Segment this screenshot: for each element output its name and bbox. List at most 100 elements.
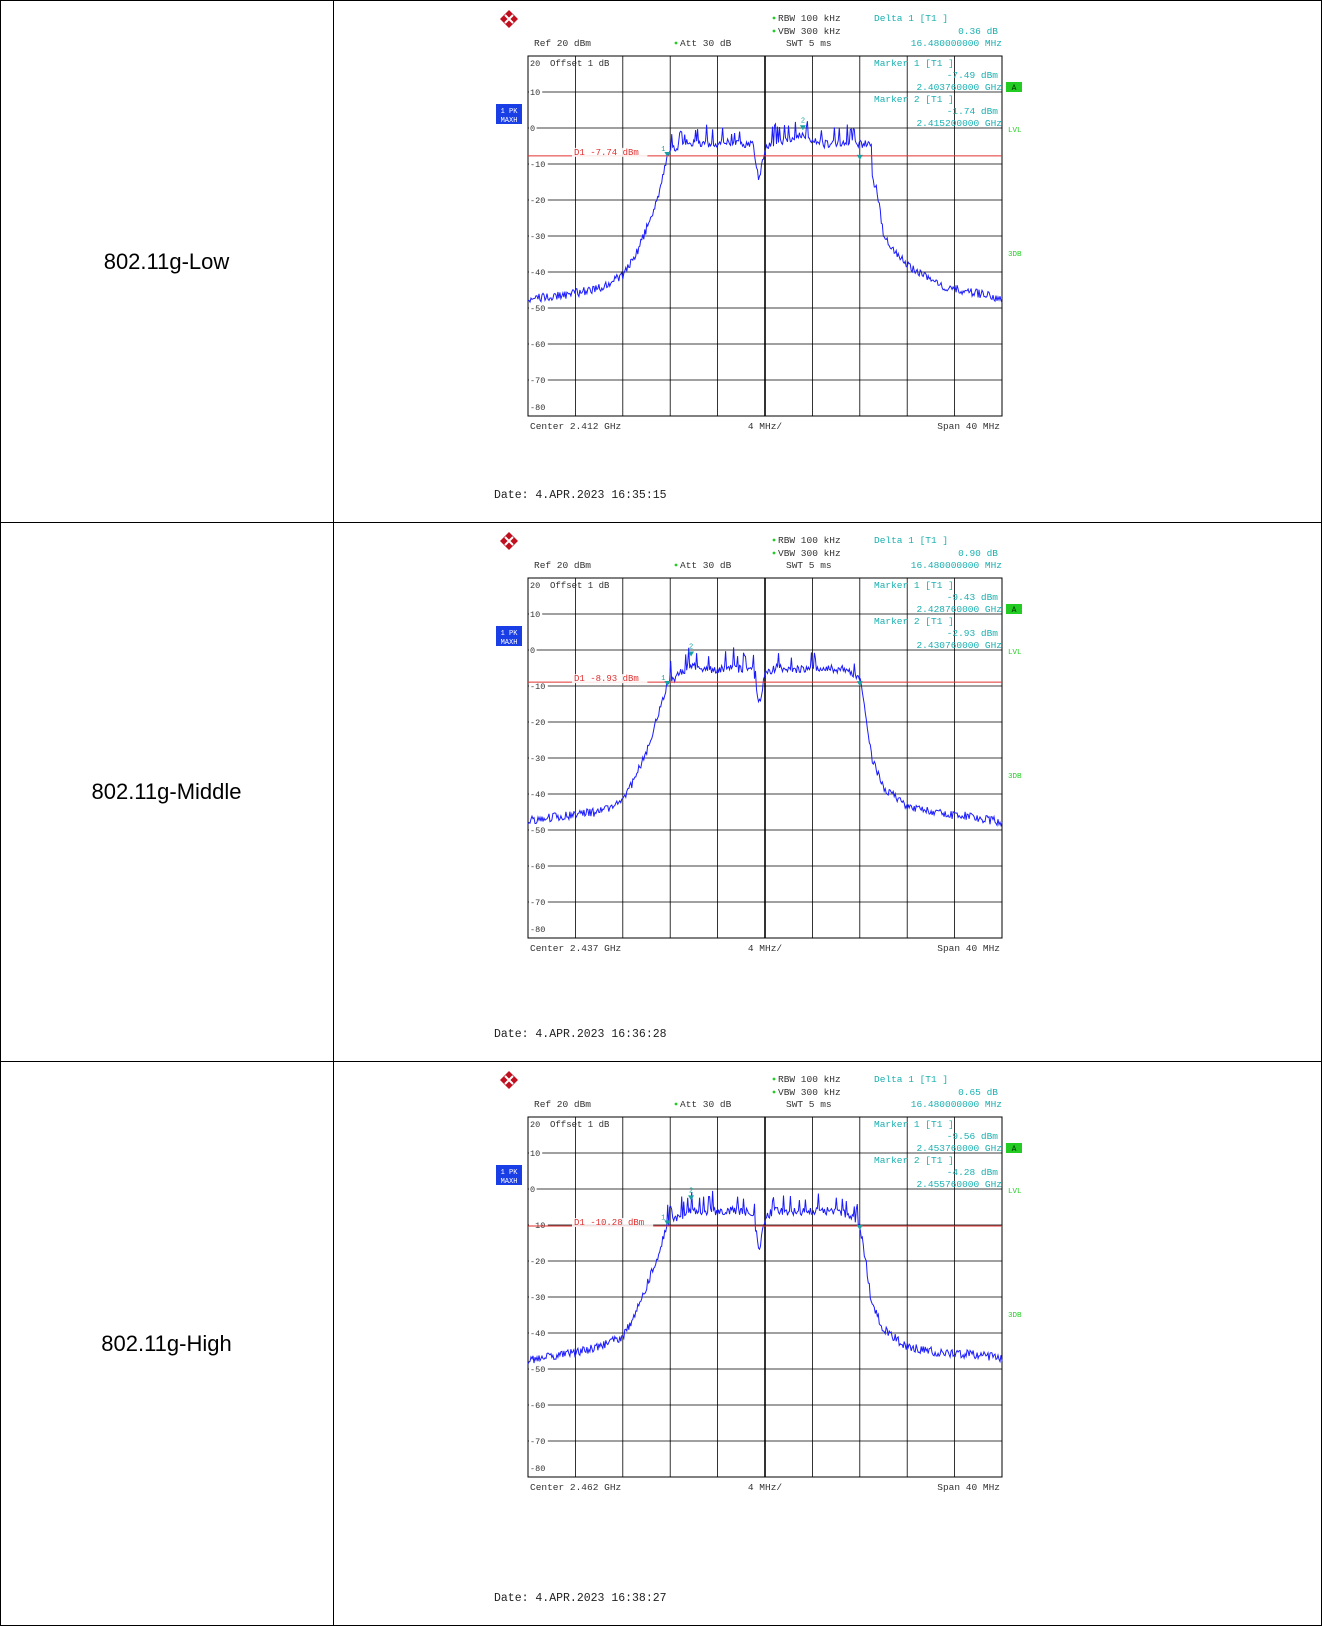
center-freq-text: Center 2.437 GHz (530, 943, 621, 954)
rohde-schwarz-logo-icon (500, 1071, 518, 1089)
rbw-text: RBW 100 kHz (778, 535, 841, 546)
ytick-label: 20 (530, 1120, 540, 1130)
ytick-bg (529, 1436, 548, 1446)
ytick-bg (529, 924, 548, 934)
div-text: 4 MHz/ (748, 421, 783, 432)
ytick-label: -50 (530, 1365, 545, 1375)
marker1-title: Marker 1 [T1 ] (874, 580, 954, 591)
marker2-title: Marker 2 [T1 ] (874, 616, 954, 627)
marker1-level: -9.43 dBm (947, 592, 999, 603)
lvl-text: LVL (1008, 127, 1022, 135)
pk-text: 1 PK (501, 108, 519, 116)
ytick-bg (529, 681, 548, 691)
marker2-freq: 2.430760000 GHz (916, 640, 1002, 651)
lvl-text: LVL (1008, 1188, 1022, 1196)
span-text: Span 40 MHz (937, 1482, 1000, 1493)
ytick-bg (529, 717, 548, 727)
ytick-bg (529, 609, 543, 619)
pk-text: 1 PK (501, 1169, 519, 1177)
ytick-label: 20 (530, 59, 540, 69)
rbw-star-icon (772, 16, 776, 20)
delta-marker-icon (856, 154, 863, 160)
ytick-label: -70 (530, 1437, 545, 1447)
rohde-schwarz-logo-icon (500, 532, 518, 550)
d1-label: D1 -7.74 dBm (574, 148, 639, 158)
ytick-label: -30 (530, 232, 545, 242)
marker2-number: 2 (689, 644, 693, 652)
table-row: 802.11g-Low RBW 100 kHz VBW 300 kHz Ref 20… (0, 1, 1322, 522)
ytick-label: -40 (530, 268, 545, 278)
mode-label: 802.11g-Low (103, 248, 230, 274)
ytick-bg (529, 1256, 548, 1266)
center-freq-text: Center 2.462 GHz (530, 1482, 621, 1493)
vbw-text: VBW 300 kHz (778, 548, 841, 559)
marker2-freq: 2.455760000 GHz (916, 1179, 1002, 1190)
marker2-level: -2.93 dBm (947, 628, 999, 639)
offset-text: Offset 1 dB (550, 59, 610, 69)
ytick-bg (529, 789, 548, 799)
date-text: Date: 4.APR.2023 16:35:15 (494, 489, 667, 502)
ytick-bg (529, 1292, 548, 1302)
div-text: 4 MHz/ (748, 1482, 783, 1493)
marker1-number: 1 (661, 1214, 665, 1222)
d1-label-bg (572, 674, 648, 684)
table-border (0, 0, 1, 1626)
ytick-bg (529, 1148, 543, 1158)
ytick-bg (529, 87, 543, 97)
ytick-label: -40 (530, 1329, 545, 1339)
marker1-freq: 2.428760000 GHz (916, 604, 1002, 615)
logo-cross (504, 14, 514, 24)
span-text: Span 40 MHz (937, 943, 1000, 954)
delta-marker-icon (856, 1225, 863, 1231)
marker2-title: Marker 2 [T1 ] (874, 94, 954, 105)
maxh-text: MAXH (501, 117, 518, 125)
ytick-label: -20 (530, 718, 545, 728)
d1-label: D1 -8.93 dBm (574, 674, 639, 684)
marker1-freq: 2.453760000 GHz (916, 1143, 1002, 1154)
trace-a-badge (1006, 1143, 1022, 1153)
delta-freq: 16.480000000 MHz (911, 560, 1002, 571)
date-text: Date: 4.APR.2023 16:38:27 (494, 1592, 667, 1605)
ref-level-text: Ref 20 dBm (534, 1099, 591, 1110)
maxh-text: MAXH (501, 639, 518, 647)
rbw-text: RBW 100 kHz (778, 1074, 841, 1085)
d1-label-bg (572, 147, 648, 157)
ref-level-text: Ref 20 dBm (534, 560, 591, 571)
ytick-label: 10 (530, 1149, 540, 1159)
ytick-bg (529, 303, 548, 313)
span-text: Span 40 MHz (937, 421, 1000, 432)
spectrum-plot: RBW 100 kHz VBW 300 kHz Ref 20 dBm Att 30 d… (334, 1062, 1321, 1625)
ytick-label: -60 (530, 862, 545, 872)
delta-marker-icon (856, 681, 863, 687)
maxh-text: MAXH (501, 1178, 518, 1186)
vbw-text: VBW 300 kHz (778, 26, 841, 37)
ytick-label: -70 (530, 898, 545, 908)
ytick-bg (529, 267, 548, 277)
marker1-freq: 2.403760000 GHz (916, 82, 1002, 93)
trace-mode-badge (496, 104, 522, 124)
delta-freq: 16.480000000 MHz (911, 38, 1002, 49)
att-star-icon (674, 41, 678, 45)
logo-cross (504, 536, 514, 546)
sweep-time-text: SWT 5 ms (786, 1099, 832, 1110)
marker1-icon (664, 151, 671, 157)
marker1-number: 1 (661, 675, 665, 683)
ytick-bg (529, 1400, 548, 1410)
table-border (0, 522, 1322, 523)
marker1-title: Marker 1 [T1 ] (874, 58, 954, 69)
ytick-label: -30 (530, 1293, 545, 1303)
marker1-level: -7.49 dBm (947, 70, 999, 81)
offset-text: Offset 1 dB (550, 1120, 610, 1130)
ytick-label: -50 (530, 304, 545, 314)
delta-title: Delta 1 [T1 ] (874, 1074, 948, 1085)
mode-label: 802.11g-High (101, 1330, 232, 1356)
logo-cross (504, 1075, 514, 1085)
ytick-label: 10 (530, 88, 540, 98)
marker2-icon (799, 125, 806, 131)
ytick-label: 20 (530, 581, 540, 591)
ytick-label: -60 (530, 1401, 545, 1411)
ytick-label: -80 (530, 1464, 545, 1474)
ytick-label: -10 (530, 682, 545, 692)
sweep-time-text: SWT 5 ms (786, 38, 832, 49)
